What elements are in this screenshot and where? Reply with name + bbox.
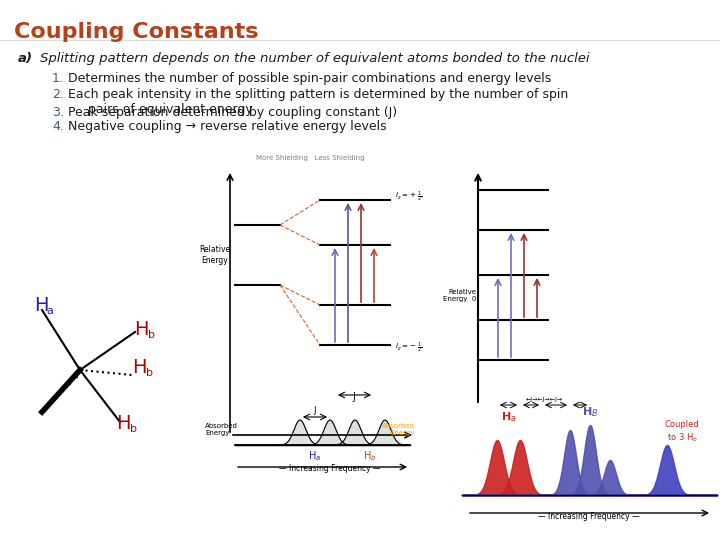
Text: Splitting pattern depends on the number of equivalent atoms bonded to the nuclei: Splitting pattern depends on the number … <box>40 52 590 65</box>
Text: H$_B$: H$_B$ <box>582 405 598 419</box>
Text: ←J→←J→←J→: ←J→←J→←J→ <box>526 397 562 402</box>
Text: b: b <box>130 424 137 434</box>
Text: 1.: 1. <box>52 72 64 85</box>
Text: H$_a$: H$_a$ <box>501 410 517 424</box>
Text: Coupling Constants: Coupling Constants <box>14 22 258 42</box>
Text: Peak separation determined by coupling constant (J): Peak separation determined by coupling c… <box>68 106 397 119</box>
Text: $\rm H$: $\rm H$ <box>116 414 130 433</box>
Text: $\rm H$: $\rm H$ <box>34 296 48 315</box>
Text: $\rm H$: $\rm H$ <box>134 320 148 339</box>
Text: 3.: 3. <box>52 106 64 119</box>
Text: Absorbed
Energy: Absorbed Energy <box>205 423 238 436</box>
Text: J: J <box>353 392 356 402</box>
Text: Negative coupling → reverse relative energy levels: Negative coupling → reverse relative ene… <box>68 120 387 133</box>
Text: Determines the number of possible spin-pair combinations and energy levels: Determines the number of possible spin-p… <box>68 72 552 85</box>
Text: J: J <box>314 406 316 415</box>
Text: More Shielding   Less Shielding: More Shielding Less Shielding <box>256 155 364 161</box>
Text: b: b <box>146 368 153 378</box>
Text: Coupled
to 3 H$_b$: Coupled to 3 H$_b$ <box>665 420 699 443</box>
Text: H$_b$: H$_b$ <box>364 449 377 463</box>
Text: $\rm H$: $\rm H$ <box>132 358 147 377</box>
Text: a): a) <box>18 52 33 65</box>
Text: 2.: 2. <box>52 88 64 101</box>
Text: $I_z = +\frac{1}{2}$: $I_z = +\frac{1}{2}$ <box>395 190 422 204</box>
Text: H$_a$: H$_a$ <box>308 449 322 463</box>
Text: b: b <box>148 330 155 340</box>
Text: Relative
Energy  0: Relative Energy 0 <box>443 288 476 301</box>
Text: Absorbed
Energy: Absorbed Energy <box>382 423 415 436</box>
Text: Relative
Energy: Relative Energy <box>199 245 230 265</box>
Text: $I_z = -\frac{1}{2}$: $I_z = -\frac{1}{2}$ <box>395 341 422 355</box>
Text: — Increasing Frequency —: — Increasing Frequency — <box>538 512 640 521</box>
Text: 4.: 4. <box>52 120 64 133</box>
Text: — Increasing Frequency —: — Increasing Frequency — <box>279 464 381 473</box>
Text: a: a <box>46 306 53 316</box>
Text: Each peak intensity in the splitting pattern is determined by the number of spin: Each peak intensity in the splitting pat… <box>68 88 568 116</box>
